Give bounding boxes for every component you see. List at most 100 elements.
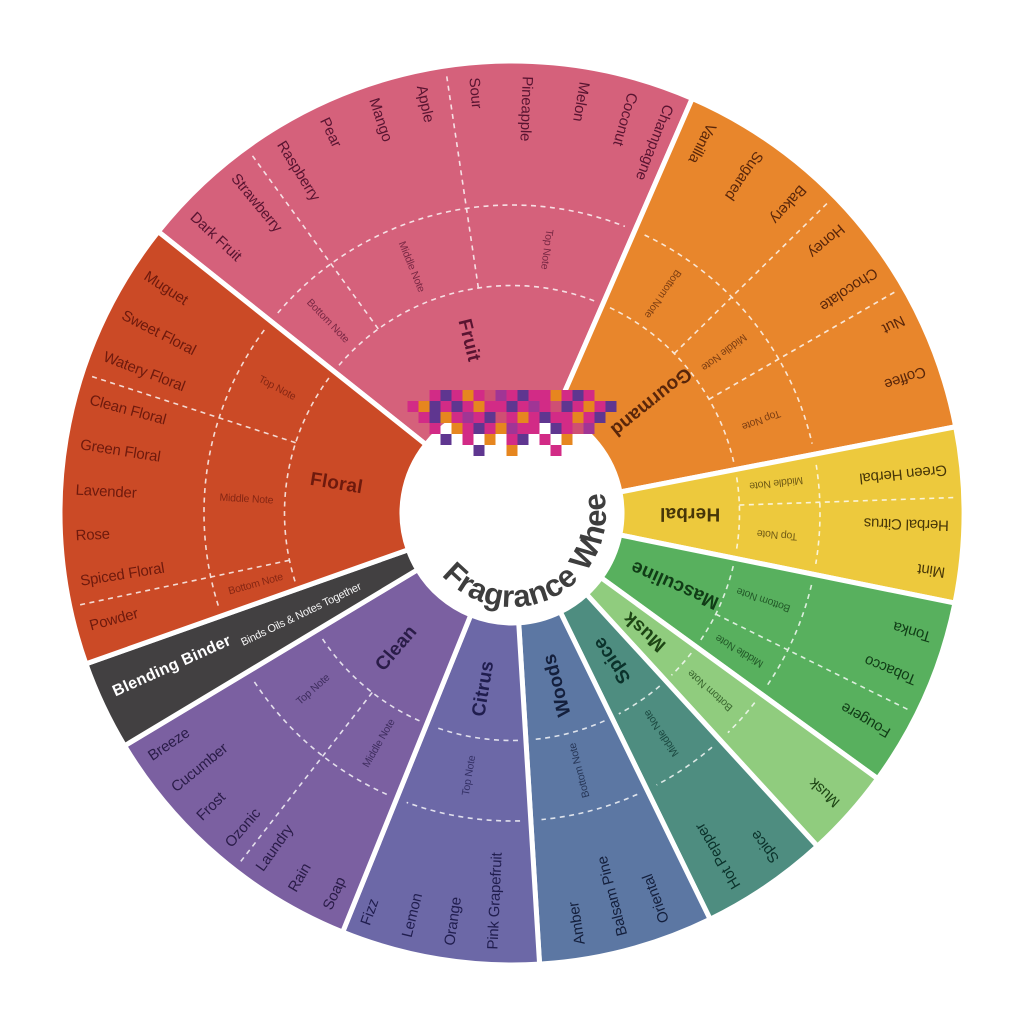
mosaic-pixel bbox=[550, 423, 562, 434]
center-circle bbox=[402, 403, 622, 623]
mosaic-pixel bbox=[517, 390, 529, 401]
mosaic-pixel bbox=[473, 423, 485, 434]
dashed-guides-layer bbox=[75, 71, 958, 866]
mosaic-pixel bbox=[583, 390, 595, 401]
mosaic-pixel bbox=[605, 401, 617, 412]
group-divider-gourmand bbox=[673, 199, 831, 355]
ring-dash-inner-clean bbox=[320, 636, 420, 722]
mosaic-pixel bbox=[451, 401, 463, 412]
item-label-orange: Orange bbox=[441, 896, 465, 947]
ring-dash-inner-musk bbox=[670, 652, 692, 676]
mosaic-pixel bbox=[506, 390, 518, 401]
mosaic-pixel bbox=[440, 434, 452, 445]
mosaic-pixel bbox=[517, 434, 529, 445]
ring-dash-inner-masculine bbox=[699, 565, 734, 641]
ring-dash-inner-citrus bbox=[433, 726, 518, 742]
ring-dash-inner-floral bbox=[283, 377, 330, 582]
mosaic-pixel bbox=[473, 445, 485, 456]
mosaic-pixel bbox=[528, 401, 540, 412]
mosaic-pixel bbox=[539, 434, 551, 445]
note-label-herbal: Top Note bbox=[756, 527, 798, 542]
mosaic-pixel bbox=[495, 390, 507, 401]
ring-dash-outer-woods bbox=[541, 793, 638, 821]
mosaic-pixel bbox=[572, 390, 584, 401]
mosaic-pixel bbox=[484, 423, 496, 434]
item-label-pink-grapefruit: Pink Grapefruit bbox=[484, 851, 505, 950]
mosaic-pixel bbox=[583, 401, 595, 412]
mosaic-pixel bbox=[506, 445, 518, 456]
group-divider-herbal bbox=[739, 496, 958, 506]
mosaic-pixel bbox=[473, 412, 485, 423]
note-label-floral: Middle Note bbox=[219, 492, 274, 507]
ring-dash-outer-gourmand bbox=[644, 234, 813, 444]
item-label-lavender: Lavender bbox=[75, 482, 137, 502]
mosaic-pixel bbox=[495, 401, 507, 412]
mosaic-pixel bbox=[451, 423, 463, 434]
mosaic-pixel bbox=[462, 412, 474, 423]
mosaic-pixel bbox=[583, 423, 595, 434]
item-label-pineapple: Pineapple bbox=[516, 76, 535, 141]
ring-dash-inner-fruit bbox=[338, 284, 596, 366]
mosaic-pixel bbox=[418, 412, 430, 423]
mosaic-pixel bbox=[462, 390, 474, 401]
mosaic-pixel bbox=[429, 401, 441, 412]
mosaic-pixel bbox=[473, 390, 485, 401]
group-divider-masculine bbox=[715, 613, 912, 713]
item-label-melon: Melon bbox=[569, 81, 592, 123]
mosaic-pixel bbox=[473, 401, 485, 412]
mosaic-pixel bbox=[484, 390, 496, 401]
group-divider-gourmand bbox=[708, 289, 899, 400]
mosaic-pixel bbox=[462, 434, 474, 445]
mosaic-pixel bbox=[528, 423, 540, 434]
mosaic-pixel bbox=[539, 401, 551, 412]
mosaic-pixel bbox=[407, 401, 419, 412]
item-label-herbal-citrus: Herbal Citrus bbox=[864, 514, 949, 533]
item-label-mint: Mint bbox=[916, 560, 947, 581]
ring-dash-outer-musk bbox=[727, 702, 756, 734]
mosaic-pixel bbox=[539, 390, 551, 401]
mosaic-pixel bbox=[550, 401, 562, 412]
mosaic-pixel bbox=[528, 412, 540, 423]
mosaic-pixel bbox=[440, 390, 452, 401]
ring-dash-outer-floral bbox=[203, 329, 266, 606]
mosaic-pixel bbox=[506, 401, 518, 412]
mosaic-pixel bbox=[528, 390, 540, 401]
ring-dash-inner-herbal bbox=[735, 477, 741, 551]
mosaic-pixel bbox=[561, 390, 573, 401]
item-label-rose: Rose bbox=[75, 526, 110, 545]
mosaic-pixel bbox=[550, 445, 562, 456]
mosaic-pixel bbox=[594, 412, 606, 423]
center-mosaic bbox=[407, 390, 617, 456]
note-label-fruit: Top Note bbox=[538, 228, 555, 270]
mosaic-pixel bbox=[572, 401, 584, 412]
ring-dash-outer-herbal bbox=[814, 464, 821, 564]
mosaic-pixel bbox=[561, 401, 573, 412]
mosaic-pixel bbox=[517, 401, 529, 412]
mosaic-pixel bbox=[539, 412, 551, 423]
ring-dash-outer-clean bbox=[253, 680, 388, 796]
mosaic-pixel bbox=[594, 401, 606, 412]
segments-layer bbox=[57, 58, 967, 968]
group-divider-clean bbox=[237, 692, 373, 866]
mosaic-pixel bbox=[462, 401, 474, 412]
mosaic-pixel bbox=[462, 423, 474, 434]
category-label-herbal: Herbal bbox=[660, 503, 720, 524]
mosaic-pixel bbox=[451, 390, 463, 401]
ring-dash-inner-woods bbox=[533, 720, 605, 741]
mosaic-pixel bbox=[572, 423, 584, 434]
mosaic-pixel bbox=[583, 412, 595, 423]
group-divider-floral bbox=[87, 374, 296, 444]
mosaic-pixel bbox=[451, 412, 463, 423]
mosaic-pixel bbox=[506, 434, 518, 445]
mosaic-pixel bbox=[429, 423, 441, 434]
mosaic-pixel bbox=[561, 434, 573, 445]
item-label-sour: Sour bbox=[465, 77, 485, 109]
mosaic-pixel bbox=[572, 412, 584, 423]
ring-dash-outer-spice bbox=[656, 746, 713, 786]
group-divider-fruit bbox=[445, 71, 480, 289]
mosaic-pixel bbox=[561, 423, 573, 434]
mosaic-pixel bbox=[429, 390, 441, 401]
ring-dash-inner-spice bbox=[618, 685, 661, 715]
ring-dash-outer-citrus bbox=[406, 801, 521, 822]
